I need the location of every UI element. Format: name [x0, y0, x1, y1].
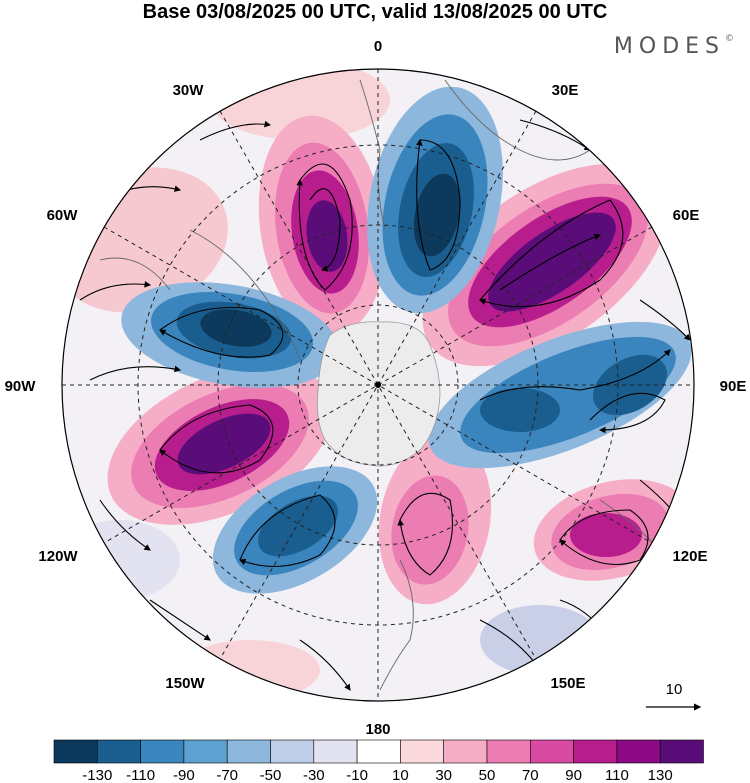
colorbar-swatch	[443, 739, 488, 764]
colorbar-swatch	[659, 739, 704, 764]
colorbar-tick-label: 90	[565, 767, 582, 783]
colorbar-swatch	[270, 739, 315, 764]
lon-label-90e: 90E	[720, 378, 747, 395]
map-boundary	[61, 68, 695, 702]
lon-label-120e: 120E	[672, 548, 707, 565]
colorbar-tick-label: -50	[260, 767, 282, 783]
modes-logo: MODES©	[614, 34, 734, 59]
lon-label-30w: 30W	[173, 82, 205, 99]
colorbar-tick-label: -90	[173, 767, 195, 783]
colorbar-swatch	[356, 739, 401, 764]
colorbar-tick-label: -130	[82, 767, 112, 783]
logo-mark: ©	[725, 34, 734, 44]
colorbar-swatch	[616, 739, 661, 764]
south-pole-marker	[375, 382, 381, 388]
colorbar-swatch	[97, 739, 141, 764]
colorbar-swatch	[140, 739, 185, 764]
colorbar-tick-label: 30	[435, 767, 452, 783]
colorbar-swatch	[313, 739, 358, 764]
colorbar-tick-label: -30	[303, 767, 325, 783]
colorbar-tick-label: 110	[605, 767, 629, 783]
colorbar-tick-label: -70	[216, 767, 238, 783]
colorbar-swatch	[53, 739, 98, 764]
lon-label-30e: 30E	[552, 82, 579, 99]
colorbar-swatch	[573, 739, 618, 764]
lon-label-60e: 60E	[673, 207, 700, 224]
colorbar-tick-label: 10	[392, 767, 409, 783]
lon-label-120w: 120W	[38, 548, 78, 565]
map-disc	[62, 69, 694, 701]
map-title: Base 03/08/2025 00 UTC, valid 13/08/2025…	[142, 1, 608, 23]
lon-label-90w: 90W	[5, 378, 37, 395]
colorbar-swatch	[486, 739, 531, 764]
colorbar-tick-label: 50	[479, 767, 496, 783]
colorbar-tick-label: 70	[522, 767, 539, 783]
colorbar: -130 -110 -90 -70 -50 -30 -10 10 30 50 70 90 110 130	[53, 739, 704, 783]
lon-label-180: 180	[365, 721, 390, 738]
colorbar-tick-label: 130	[648, 767, 673, 783]
colorbar-swatch	[529, 739, 574, 764]
colorbar-tick-label: -110	[126, 767, 155, 783]
colorbar-tick-label: -10	[346, 767, 368, 783]
colorbar-swatch	[400, 739, 444, 764]
lon-label-60w: 60W	[47, 207, 79, 224]
lon-label-0: 0	[374, 38, 382, 55]
lon-label-150w: 150W	[165, 675, 205, 692]
streamlines	[79, 119, 691, 691]
logo-text: MODES	[613, 34, 725, 59]
lon-label-150e: 150E	[550, 675, 585, 692]
vector-ref-label: 10	[666, 681, 683, 698]
colorbar-swatch	[183, 739, 228, 764]
colorbar-swatch	[226, 739, 271, 764]
